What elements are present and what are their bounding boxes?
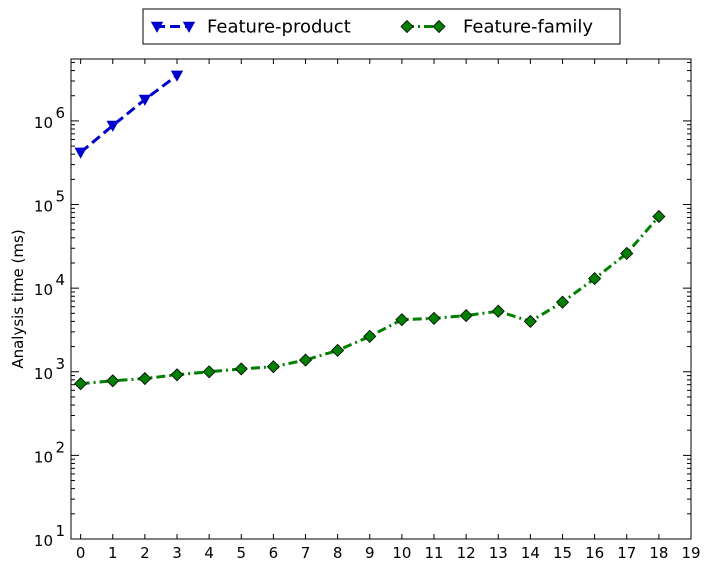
y-tick-label: 10 xyxy=(34,198,53,216)
x-tick-label: 10 xyxy=(392,544,411,562)
data-point xyxy=(491,304,505,318)
x-tick-label: 3 xyxy=(172,544,182,562)
data-point xyxy=(652,209,666,224)
data-point xyxy=(331,343,345,357)
y-tick-exponent: 5 xyxy=(55,188,65,206)
data-point xyxy=(74,147,87,159)
y-axis-title: Analysis time (ms) xyxy=(9,229,27,368)
x-tick-label: 16 xyxy=(585,544,604,562)
data-point xyxy=(74,377,88,391)
x-tick-label: 5 xyxy=(236,544,246,562)
y-tick-label: 10 xyxy=(34,365,53,383)
y-tick-exponent: 1 xyxy=(55,522,65,540)
y-tick-exponent: 3 xyxy=(55,355,65,373)
y-tick-exponent: 2 xyxy=(55,438,65,456)
data-point xyxy=(138,371,152,386)
series-line-0 xyxy=(79,74,178,154)
x-tick-label: 13 xyxy=(489,544,508,562)
y-tick-exponent: 6 xyxy=(55,104,65,122)
series-group xyxy=(74,70,666,391)
x-tick-label: 4 xyxy=(204,544,214,562)
x-tick-label: 9 xyxy=(365,544,375,562)
x-tick-label: 2 xyxy=(140,544,150,562)
data-point xyxy=(266,360,280,374)
data-point xyxy=(395,313,409,327)
series-line-1 xyxy=(80,215,661,386)
x-tick-label: 14 xyxy=(521,544,540,562)
axes-group: 0 1 2 3 4 5 6 7 8 9 10 11 12 13 14 15 16 17 18 191011021031… xyxy=(9,58,701,562)
data-point xyxy=(106,374,120,388)
x-tick-label: 7 xyxy=(301,544,311,562)
y-tick-label: 10 xyxy=(34,448,53,466)
data-point xyxy=(170,70,184,82)
data-point xyxy=(363,329,377,343)
data-point xyxy=(234,362,248,376)
x-tick-label: 0 xyxy=(76,544,86,562)
plot-frame xyxy=(70,58,692,540)
y-tick-label: 10 xyxy=(34,532,53,550)
x-tick-label: 1 xyxy=(108,544,118,562)
x-tick-label: 15 xyxy=(553,544,572,562)
x-tick-label: 19 xyxy=(681,544,700,562)
x-tick-label: 12 xyxy=(457,544,476,562)
data-point xyxy=(170,368,184,382)
y-tick-label: 10 xyxy=(34,114,53,132)
data-point xyxy=(555,295,570,309)
data-point xyxy=(298,353,313,367)
legend-label-1: Feature-family xyxy=(463,17,593,38)
x-tick-label: 8 xyxy=(333,544,343,562)
data-point xyxy=(106,120,119,132)
legend-marker xyxy=(432,19,446,34)
y-tick-exponent: 4 xyxy=(55,271,65,289)
data-point xyxy=(620,246,634,261)
x-tick-label: 11 xyxy=(424,544,443,562)
x-tick-label: 17 xyxy=(617,544,636,562)
legend-marker xyxy=(182,21,196,33)
y-tick-label: 10 xyxy=(34,281,53,299)
legend-box xyxy=(142,8,621,45)
data-point xyxy=(427,311,441,325)
legend-marker xyxy=(150,21,164,33)
x-tick-label: 18 xyxy=(649,544,668,562)
data-point xyxy=(138,94,152,106)
legend: Feature-product Feature-family xyxy=(142,8,621,45)
data-point xyxy=(202,365,216,379)
legend-label-0: Feature-product xyxy=(207,17,351,38)
x-tick-label: 6 xyxy=(269,544,279,562)
data-point xyxy=(459,308,473,323)
data-point xyxy=(588,272,602,286)
data-point xyxy=(523,314,537,328)
legend-marker xyxy=(400,19,414,34)
